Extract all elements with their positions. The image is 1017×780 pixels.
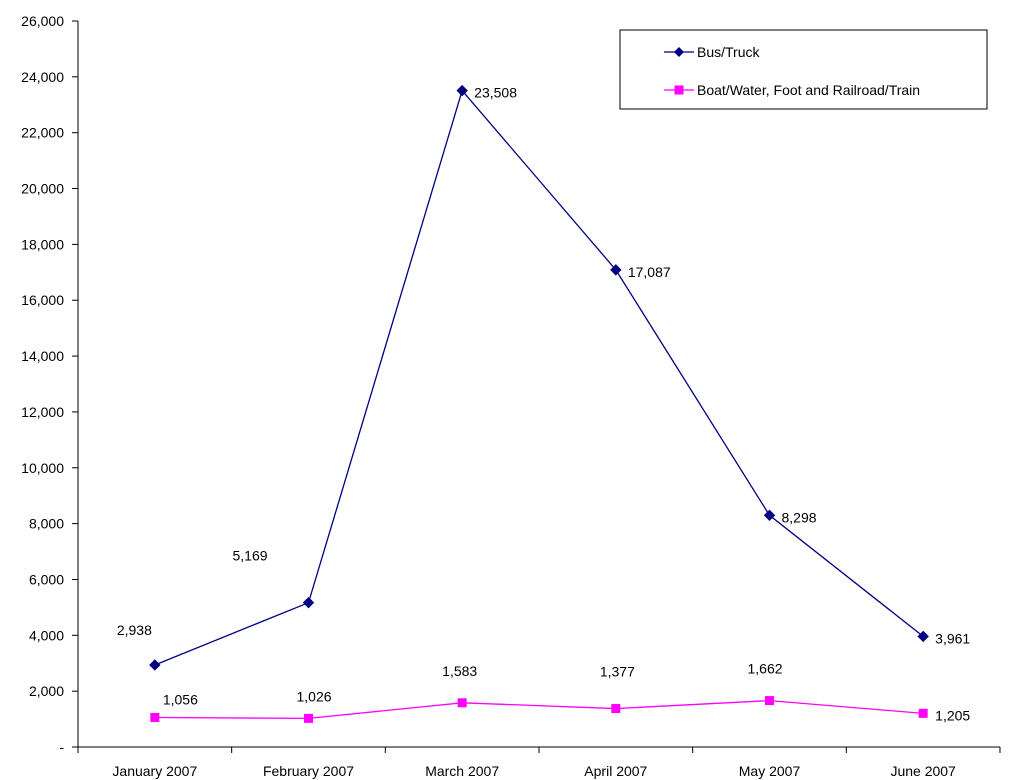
data-point-marker xyxy=(304,713,313,723)
y-tick-label: 16,000 xyxy=(21,292,64,308)
data-label: 2,938 xyxy=(117,622,152,638)
legend-item: Bus/Truck xyxy=(664,44,760,60)
y-tick-label: 20,000 xyxy=(21,181,64,197)
x-tick-label: April 2007 xyxy=(584,763,647,779)
y-tick-label: - xyxy=(59,739,64,755)
x-tick-label: March 2007 xyxy=(425,763,499,779)
legend-box xyxy=(619,29,988,110)
data-label: 1,662 xyxy=(748,661,783,677)
data-point-marker xyxy=(610,264,622,276)
legend-marker xyxy=(674,47,684,57)
data-label: 17,087 xyxy=(628,264,671,280)
data-label: 1,056 xyxy=(163,692,198,708)
chart-axes: - 2,000 4,000 6,000 8,000 10,000 12,000 14,000 1… xyxy=(21,13,1001,779)
data-label: 5,169 xyxy=(233,548,268,564)
data-label: 8,298 xyxy=(782,509,817,525)
legend-label: Boat/Water, Foot and Railroad/Train xyxy=(697,82,920,98)
series-line xyxy=(154,699,924,720)
y-tick-label: 2,000 xyxy=(29,683,64,699)
data-label: 1,026 xyxy=(297,688,332,704)
legend-label: Bus/Truck xyxy=(697,44,760,60)
legend-item: Boat/Water, Foot and Railroad/Train xyxy=(664,82,920,98)
data-label: 3,961 xyxy=(935,630,970,646)
y-tick-label: 18,000 xyxy=(21,236,64,252)
data-label: 1,205 xyxy=(935,707,970,723)
x-tick-label: January 2007 xyxy=(112,763,197,779)
legend-marker xyxy=(674,85,684,95)
data-label: 1,583 xyxy=(442,663,477,679)
y-tick-label: 10,000 xyxy=(21,460,64,476)
y-tick-label: 24,000 xyxy=(21,69,64,85)
series-2: 1,056 1,026 1,583 1,377 1,662 1,205 xyxy=(150,661,970,723)
data-point-marker xyxy=(918,708,928,718)
data-point-marker xyxy=(150,713,160,723)
data-point-marker xyxy=(149,659,161,671)
series-line xyxy=(154,89,924,666)
data-point-marker xyxy=(457,698,467,708)
series-1: 2,938 5,169 23,508 17,087 8,298 3,961 xyxy=(117,84,970,671)
data-point-marker xyxy=(611,704,621,714)
data-label: 23,508 xyxy=(474,85,517,101)
data-point-marker xyxy=(763,509,776,522)
data-point-marker xyxy=(302,596,315,609)
data-point-marker xyxy=(917,630,929,643)
data-point-marker xyxy=(765,696,774,706)
data-label: 1,377 xyxy=(600,664,635,680)
y-tick-label: 26,000 xyxy=(21,13,64,29)
y-tick-label: 6,000 xyxy=(29,571,64,587)
y-tick-label: 8,000 xyxy=(29,516,64,532)
x-tick-label: June 2007 xyxy=(890,763,956,779)
chart-legend: Bus/Truck Boat/Water, Foot and Railroad/T… xyxy=(619,29,988,110)
y-tick-label: 12,000 xyxy=(21,404,64,420)
y-tick-label: 22,000 xyxy=(21,125,64,141)
x-tick-label: February 2007 xyxy=(263,763,354,779)
y-tick-label: 14,000 xyxy=(21,348,64,364)
data-point-marker xyxy=(456,84,468,97)
y-tick-label: 4,000 xyxy=(29,627,64,643)
x-tick-label: May 2007 xyxy=(739,763,801,779)
